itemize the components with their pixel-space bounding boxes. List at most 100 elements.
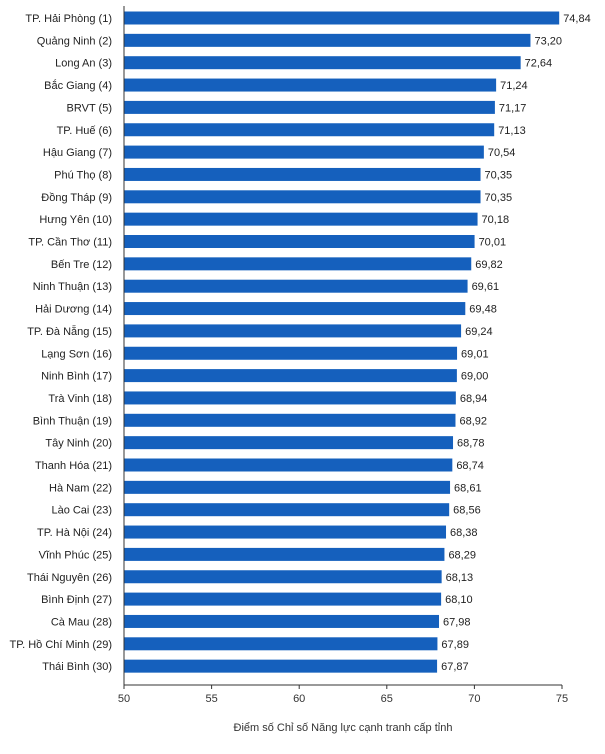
category-label: Hưng Yên (10) — [39, 214, 112, 226]
category-label: BRVT (5) — [67, 102, 112, 114]
value-label: 74,84 — [563, 13, 591, 25]
bar — [124, 436, 454, 450]
x-axis: 50 55 60 65 70 75 — [118, 6, 568, 705]
x-tick-label: 50 — [118, 693, 130, 705]
bar — [124, 369, 457, 383]
category-label: Long An (3) — [55, 58, 112, 70]
category-label: TP. Đà Nẵng (15) — [27, 325, 112, 338]
category-label: TP. Cần Thơ (11) — [28, 237, 112, 249]
value-label: 67,89 — [441, 639, 469, 651]
bar — [124, 123, 495, 137]
bar — [124, 525, 447, 539]
bar — [124, 503, 450, 517]
x-tick-label: 55 — [205, 693, 217, 705]
bar — [124, 458, 453, 472]
category-label: Phú Thọ (8) — [54, 169, 112, 181]
category-label: TP. Hồ Chí Minh (29) — [9, 639, 112, 651]
value-label: 68,94 — [460, 393, 488, 405]
value-label: 71,17 — [499, 102, 527, 114]
category-label: Tây Ninh (20) — [45, 438, 112, 450]
category-label: Bình Thuận (19) — [33, 415, 112, 427]
category-label: Đồng Tháp (9) — [41, 192, 112, 204]
x-tick-label: 70 — [468, 693, 480, 705]
value-label: 70,35 — [485, 192, 513, 204]
category-label: Thái Nguyên (26) — [27, 572, 112, 584]
value-label: 72,64 — [525, 58, 553, 70]
value-label: 68,29 — [448, 549, 476, 561]
value-label: 68,13 — [446, 572, 474, 584]
category-label: Hải Dương (14) — [35, 304, 112, 316]
category-label: TP. Hà Nội (24) — [37, 527, 112, 539]
x-tick-label: 65 — [381, 693, 393, 705]
value-label: 69,82 — [475, 259, 503, 271]
value-label: 68,56 — [453, 505, 481, 517]
bar — [124, 302, 466, 316]
x-tick-label: 75 — [556, 693, 568, 705]
value-label: 73,20 — [534, 35, 562, 47]
category-label: Ninh Thuận (13) — [33, 281, 112, 293]
bar — [124, 346, 458, 360]
value-label: 69,00 — [461, 371, 489, 383]
category-label: Bình Định (27) — [41, 594, 112, 606]
value-label: 69,24 — [465, 326, 493, 338]
bar — [124, 279, 468, 293]
bar — [124, 480, 451, 494]
value-label: 70,18 — [482, 214, 510, 226]
value-label: 68,10 — [445, 594, 473, 606]
category-label: Vĩnh Phúc (25) — [39, 549, 112, 561]
value-label: 71,13 — [498, 125, 526, 137]
bar — [124, 167, 481, 181]
bar — [124, 11, 560, 25]
bar — [124, 324, 462, 338]
value-label: 68,74 — [456, 460, 484, 472]
value-label: 68,78 — [457, 438, 485, 450]
category-label: Lào Cai (23) — [51, 505, 112, 517]
value-label: 67,87 — [441, 661, 469, 673]
category-label: TP. Hải Phòng (1) — [25, 13, 112, 25]
bar — [124, 78, 497, 92]
category-label: Cà Mau (28) — [51, 616, 112, 628]
category-labels: TP. Hải Phòng (1) Quảng Ninh (2) Long An (… — [9, 13, 112, 673]
x-tick-label: 60 — [293, 693, 305, 705]
bar — [124, 235, 475, 248]
value-label: 71,24 — [500, 80, 528, 92]
category-label: Bắc Giang (4) — [44, 79, 112, 92]
value-label: 70,54 — [488, 147, 516, 159]
category-label: Lạng Sơn (16) — [41, 348, 112, 360]
value-label: 67,98 — [443, 616, 471, 628]
bar — [124, 659, 438, 673]
bar — [124, 190, 481, 204]
bar — [124, 614, 440, 628]
value-label: 69,01 — [461, 348, 489, 360]
value-label: 70,35 — [485, 169, 513, 181]
category-label: TP. Huế (6) — [57, 125, 112, 137]
value-label: 69,61 — [472, 281, 500, 293]
bar — [124, 257, 472, 271]
bar — [124, 391, 456, 405]
value-label: 70,01 — [479, 237, 507, 249]
category-label: Thái Bình (30) — [42, 661, 112, 673]
bar — [124, 547, 445, 561]
x-axis-title: Điểm số Chỉ số Năng lực cạnh tranh cấp t… — [234, 722, 453, 734]
value-label: 69,48 — [469, 304, 497, 316]
bar — [124, 33, 531, 47]
category-label: Quảng Ninh (2) — [37, 35, 112, 47]
value-label: 68,61 — [454, 482, 482, 494]
bars-group — [124, 11, 560, 673]
bar — [124, 592, 442, 606]
value-label: 68,92 — [459, 415, 487, 427]
bar — [124, 637, 438, 651]
category-label: Thanh Hóa (21) — [35, 460, 112, 472]
bar — [124, 212, 478, 226]
category-label: Bến Tre (12) — [51, 259, 112, 271]
category-label: Trà Vinh (18) — [48, 393, 112, 405]
bar — [124, 100, 495, 114]
value-label: 68,38 — [450, 527, 478, 539]
bar — [124, 56, 521, 70]
category-label: Ninh Bình (17) — [41, 371, 112, 383]
bar — [124, 145, 484, 159]
category-label: Hậu Giang (7) — [43, 147, 112, 159]
